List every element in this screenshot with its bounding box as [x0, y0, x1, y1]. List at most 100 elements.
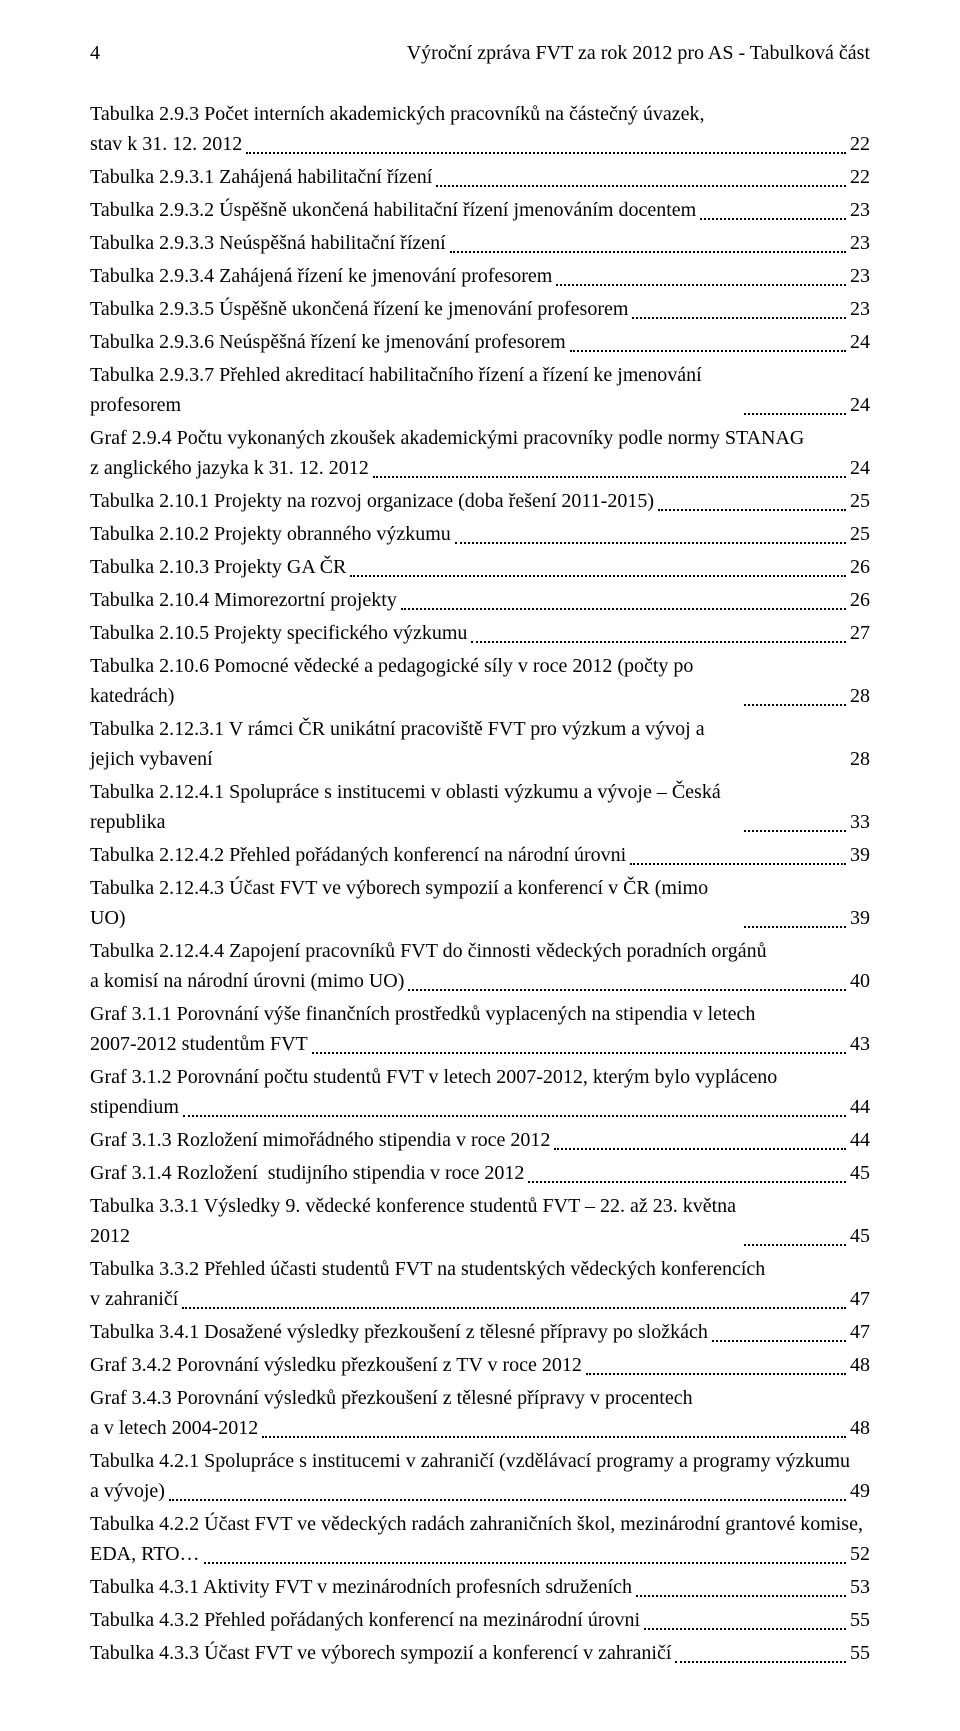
toc-label: v zahraničí [90, 1284, 178, 1314]
toc-label: a v letech 2004-2012 [90, 1413, 258, 1443]
toc-page-number: 49 [850, 1476, 870, 1506]
toc-entry: Tabulka 4.3.1 Aktivity FVT v mezinárodní… [90, 1572, 870, 1602]
toc-last-line: z anglického jazyka k 31. 12. 201224 [90, 453, 870, 483]
toc-entry: Tabulka 2.12.4.3 Účast FVT ve výborech s… [90, 873, 870, 933]
header-title: Výroční zpráva FVT za rok 2012 pro AS - … [120, 42, 870, 65]
toc-label: Tabulka 2.10.3 Projekty GA ČR [90, 552, 346, 582]
toc-label: Tabulka 4.2.1 Spolupráce s institucemi v… [90, 1446, 870, 1476]
toc-entry: Tabulka 4.3.3 Účast FVT ve výborech symp… [90, 1638, 870, 1668]
table-of-contents: Tabulka 2.9.3 Počet interních akademický… [90, 99, 870, 1668]
toc-label: Graf 3.4.3 Porovnání výsledků přezkoušen… [90, 1383, 870, 1413]
toc-leader [658, 493, 846, 511]
toc-label: stipendium [90, 1092, 179, 1122]
toc-page-number: 26 [850, 585, 870, 615]
toc-label-block: Tabulka 2.9.3 Počet interních akademický… [90, 99, 870, 159]
toc-label-block: Graf 2.9.4 Počtu vykonaných zkoušek akad… [90, 423, 870, 483]
toc-last-line: a vývoje)49 [90, 1476, 870, 1506]
toc-label: Tabulka 2.12.4.2 Přehled pořádaných konf… [90, 840, 626, 870]
toc-entry: Tabulka 3.3.1 Výsledky 9. vědecké konfer… [90, 1191, 870, 1251]
toc-page-number: 47 [850, 1317, 870, 1347]
toc-label: Tabulka 2.10.2 Projekty obranného výzkum… [90, 519, 451, 549]
toc-page-number: 44 [850, 1125, 870, 1155]
toc-entry: Graf 3.1.2 Porovnání počtu studentů FVT … [90, 1062, 870, 1122]
toc-leader [586, 1357, 846, 1375]
toc-label: Tabulka 2.9.3.6 Neúspěšná řízení ke jmen… [90, 327, 566, 357]
toc-entry: Tabulka 2.9.3.1 Zahájená habilitační říz… [90, 162, 870, 192]
toc-entry: Tabulka 3.3.2 Přehled účasti studentů FV… [90, 1254, 870, 1314]
toc-leader [408, 973, 846, 991]
toc-entry: Tabulka 2.10.4 Mimorezortní projekty26 [90, 585, 870, 615]
toc-entry: Tabulka 4.2.1 Spolupráce s institucemi v… [90, 1446, 870, 1506]
toc-label: Tabulka 2.10.1 Projekty na rozvoj organi… [90, 486, 654, 516]
toc-entry: Tabulka 2.12.4.2 Přehled pořádaných konf… [90, 840, 870, 870]
toc-label: Tabulka 3.3.2 Přehled účasti studentů FV… [90, 1254, 870, 1284]
toc-label: Graf 2.9.4 Počtu vykonaných zkoušek akad… [90, 423, 870, 453]
toc-entry: Tabulka 2.10.3 Projekty GA ČR 26 [90, 552, 870, 582]
toc-page-number: 24 [850, 453, 870, 483]
toc-page-number: 33 [850, 807, 870, 837]
toc-entry: Graf 2.9.4 Počtu vykonaných zkoušek akad… [90, 423, 870, 483]
toc-page-number: 24 [850, 327, 870, 357]
toc-leader [373, 460, 846, 478]
toc-leader [632, 301, 846, 319]
toc-leader [744, 814, 846, 832]
toc-page-number: 44 [850, 1092, 870, 1122]
toc-leader [262, 1420, 846, 1438]
toc-label-block: Tabulka 2.12.4.4 Zapojení pracovníků FVT… [90, 936, 870, 996]
header-page-number: 4 [90, 42, 120, 65]
toc-leader [528, 1165, 846, 1183]
toc-page-number: 48 [850, 1350, 870, 1380]
toc-page-number: 43 [850, 1029, 870, 1059]
toc-entry: Tabulka 4.2.2 Účast FVT ve vědeckých rad… [90, 1509, 870, 1569]
toc-page-number: 55 [850, 1605, 870, 1635]
toc-entry: Tabulka 2.9.3.4 Zahájená řízení ke jmeno… [90, 261, 870, 291]
toc-leader [712, 1324, 846, 1342]
toc-page-number: 48 [850, 1413, 870, 1443]
toc-entry: Graf 3.4.2 Porovnání výsledku přezkoušen… [90, 1350, 870, 1380]
toc-page-number: 39 [850, 903, 870, 933]
toc-label: Tabulka 2.12.4.4 Zapojení pracovníků FVT… [90, 936, 870, 966]
toc-last-line: a komisí na národní úrovni (mimo UO)40 [90, 966, 870, 996]
toc-label: Tabulka 4.2.2 Účast FVT ve vědeckých rad… [90, 1509, 870, 1539]
toc-label: Tabulka 2.12.4.3 Účast FVT ve výborech s… [90, 873, 740, 933]
toc-entry: Tabulka 2.12.4.4 Zapojení pracovníků FVT… [90, 936, 870, 996]
toc-entry: Graf 3.1.3 Rozložení mimořádného stipend… [90, 1125, 870, 1155]
toc-page-number: 23 [850, 228, 870, 258]
toc-page-number: 23 [850, 261, 870, 291]
toc-entry: Tabulka 2.9.3.3 Neúspěšná habilitační ří… [90, 228, 870, 258]
toc-label-block: Graf 3.1.2 Porovnání počtu studentů FVT … [90, 1062, 870, 1122]
toc-leader [246, 136, 846, 154]
toc-label: Tabulka 2.10.6 Pomocné vědecké a pedagog… [90, 651, 740, 711]
toc-page-number: 25 [850, 519, 870, 549]
toc-leader [182, 1291, 846, 1309]
toc-label: Tabulka 3.3.1 Výsledky 9. vědecké konfer… [90, 1191, 740, 1251]
toc-label: Tabulka 2.9.3.4 Zahájená řízení ke jmeno… [90, 261, 552, 291]
toc-page-number: 28 [850, 681, 870, 711]
toc-leader [312, 1036, 846, 1054]
toc-leader [471, 625, 846, 643]
toc-page-number: 24 [850, 390, 870, 420]
toc-leader [169, 1483, 846, 1501]
toc-entry: Tabulka 2.9.3.5 Úspěšně ukončená řízení … [90, 294, 870, 324]
toc-page-number: 47 [850, 1284, 870, 1314]
toc-entry: Tabulka 2.9.3.6 Neúspěšná řízení ke jmen… [90, 327, 870, 357]
toc-last-line: stav k 31. 12. 201222 [90, 129, 870, 159]
toc-label: Tabulka 2.9.3 Počet interních akademický… [90, 99, 870, 129]
toc-entry: Tabulka 4.3.2 Přehled pořádaných konfere… [90, 1605, 870, 1635]
toc-leader [183, 1099, 846, 1117]
toc-leader [644, 1612, 846, 1630]
toc-leader [450, 235, 846, 253]
toc-label: Graf 3.1.4 Rozložení studijního stipendi… [90, 1158, 524, 1188]
toc-entry: Graf 3.1.4 Rozložení studijního stipendi… [90, 1158, 870, 1188]
toc-leader [700, 202, 846, 220]
toc-label: Graf 3.1.3 Rozložení mimořádného stipend… [90, 1125, 550, 1155]
toc-page-number: 52 [850, 1539, 870, 1569]
toc-label: EDA, RTO… [90, 1539, 200, 1569]
toc-leader [675, 1645, 846, 1663]
toc-page-number: 26 [850, 552, 870, 582]
toc-entry: Tabulka 3.4.1 Dosažené výsledky přezkouš… [90, 1317, 870, 1347]
toc-page-number: 45 [850, 1221, 870, 1251]
toc-label: Graf 3.1.2 Porovnání počtu studentů FVT … [90, 1062, 870, 1092]
document-page: 4 Výroční zpráva FVT za rok 2012 pro AS … [0, 0, 960, 1731]
toc-label: Tabulka 2.9.3.2 Úspěšně ukončená habilit… [90, 195, 696, 225]
